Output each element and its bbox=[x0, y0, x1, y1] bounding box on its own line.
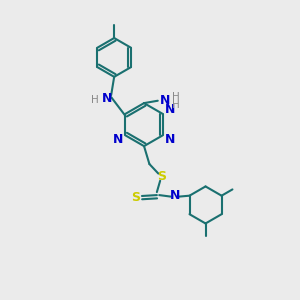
Text: N: N bbox=[101, 92, 112, 105]
Text: S: S bbox=[158, 170, 166, 183]
Text: N: N bbox=[113, 133, 124, 146]
Text: H: H bbox=[172, 100, 179, 110]
Text: H: H bbox=[172, 92, 179, 102]
Text: N: N bbox=[164, 133, 175, 146]
Text: N: N bbox=[160, 94, 170, 107]
Text: N: N bbox=[169, 189, 180, 202]
Text: H: H bbox=[92, 95, 99, 105]
Text: N: N bbox=[164, 103, 175, 116]
Text: S: S bbox=[131, 191, 140, 204]
